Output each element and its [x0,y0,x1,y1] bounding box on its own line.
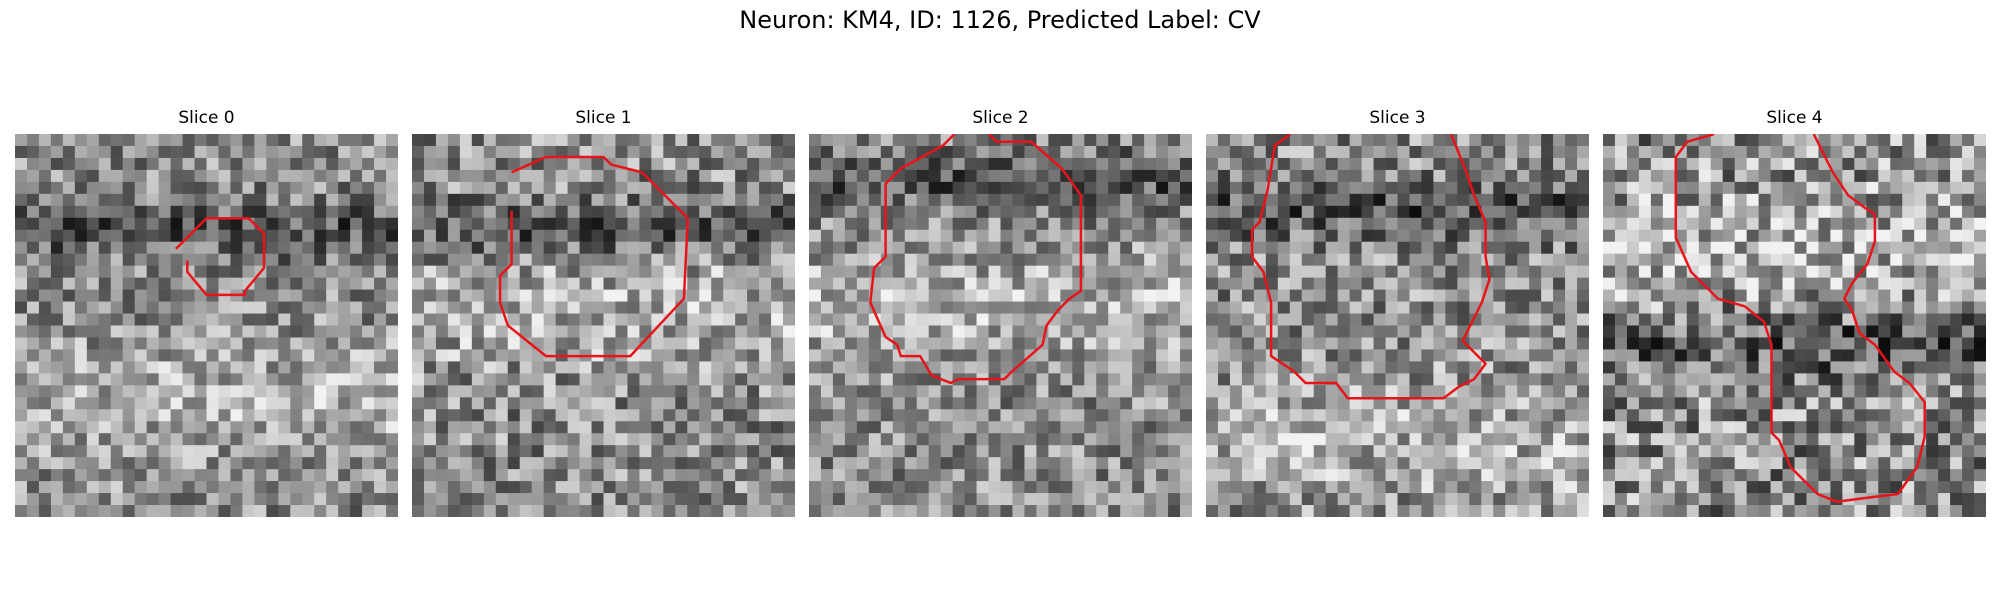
slice-title-3: Slice 3 [1369,108,1426,128]
slice-title-4: Slice 4 [1766,108,1823,128]
contour-line-2 [869,134,1083,385]
slice-image-2 [809,134,1192,517]
slice-title-2: Slice 2 [972,108,1029,128]
slice-image-1 [412,134,795,517]
slice-title-1: Slice 1 [575,108,632,128]
contour-line-4 [1674,134,1926,503]
slice-image-4 [1603,134,1986,517]
figure-title: Neuron: KM4, ID: 1126, Predicted Label: … [739,6,1261,34]
contour-line-0 [175,217,266,297]
contour-line-3 [1250,134,1491,400]
slice-image-3 [1206,134,1589,517]
slice-image-0 [15,134,398,517]
slice-title-0: Slice 0 [178,108,235,128]
contour-line-1 [498,155,690,358]
